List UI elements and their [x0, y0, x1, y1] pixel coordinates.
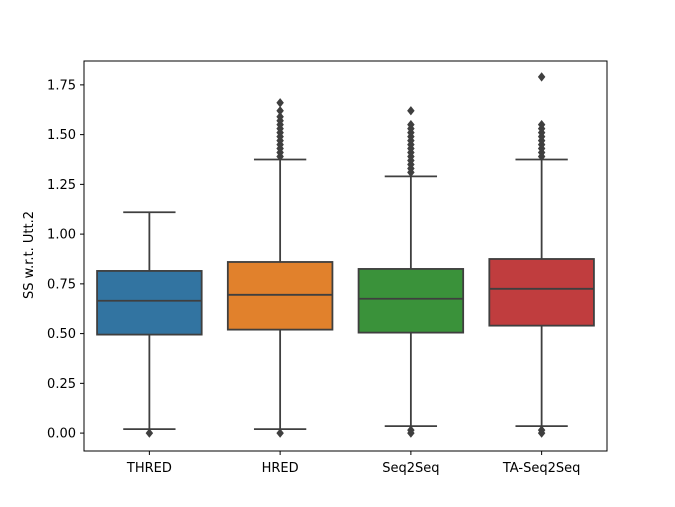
outlier-point [276, 106, 284, 116]
box-group [488, 72, 595, 438]
plot-area [96, 72, 595, 438]
box-group [96, 211, 203, 438]
outlier-point [537, 119, 546, 130]
y-axis-label: SS w.r.t. Utt.2 [22, 211, 37, 299]
box-iqr [357, 268, 465, 334]
box-iqr [226, 261, 334, 331]
y-tick-label: 1.00 [47, 228, 76, 243]
y-tick-label: 0.75 [47, 277, 76, 292]
box-group [226, 98, 334, 438]
outlier-point [276, 98, 284, 108]
y-tick-label: 0.25 [47, 377, 76, 392]
y-tick-label: 1.75 [47, 78, 76, 93]
y-tick-label: 0.50 [47, 327, 76, 342]
outlier-point [276, 428, 284, 438]
outlier-point [145, 428, 154, 438]
box-iqr [96, 270, 203, 336]
outlier-point [537, 425, 546, 435]
x-tick-label: TA-Seq2Seq [502, 461, 581, 476]
outlier-point [407, 106, 415, 116]
y-tick-label: 1.25 [47, 178, 76, 193]
y-tick-label: 1.50 [47, 128, 76, 143]
outlier-point [537, 72, 546, 82]
x-tick-label: Seq2Seq [382, 461, 439, 476]
outlier-point [276, 112, 284, 122]
x-tick-label: THRED [126, 461, 172, 476]
box-group [357, 106, 465, 438]
outlier-point [407, 425, 415, 435]
y-tick-label: 0.00 [47, 427, 76, 442]
axes-frame [83, 60, 608, 452]
box-iqr [488, 258, 595, 327]
x-tick-label: HRED [262, 461, 299, 476]
axes: 0.00 0.25 0.50 0.75 1.00 1.25 1.50 1.75 THRED HRE… [47, 60, 608, 476]
outlier-point [407, 119, 415, 130]
